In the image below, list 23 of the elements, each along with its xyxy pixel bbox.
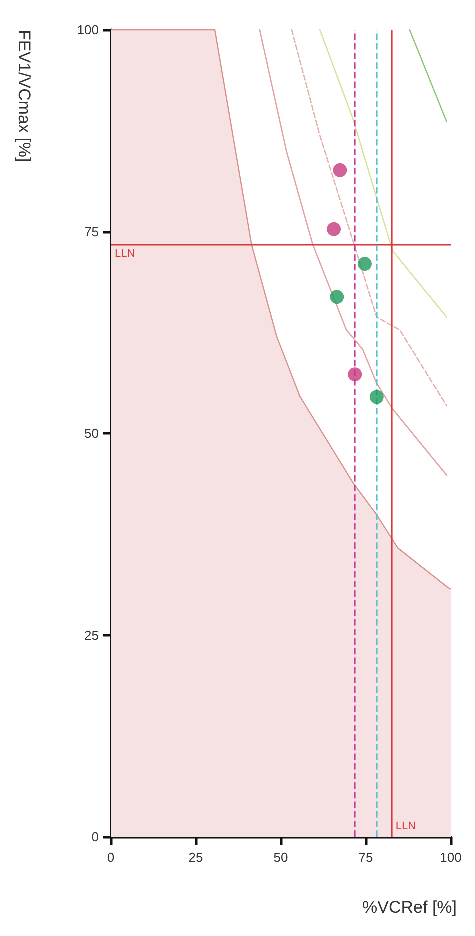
point — [348, 368, 362, 382]
y-tick-label: 100 — [77, 22, 99, 38]
point — [330, 290, 344, 304]
x-tick-label: 0 — [107, 850, 115, 865]
ref-line-label: LLN — [396, 820, 416, 832]
point — [358, 257, 372, 272]
ref-line-label: LLN — [115, 248, 136, 260]
y-tick-label: 75 — [84, 224, 99, 240]
x-tick-label: 75 — [358, 850, 374, 865]
y-tick-label: 25 — [84, 628, 99, 643]
x-tick-label: 50 — [274, 850, 288, 865]
point — [370, 390, 384, 404]
point — [333, 163, 348, 178]
x-tick-label: 25 — [188, 850, 204, 865]
y-axis-title: FEV1/VCmax [%] — [15, 30, 34, 162]
x-axis-title: %VCRef [%] — [362, 898, 458, 917]
point — [327, 222, 342, 236]
x-tick-label: 100 — [440, 850, 462, 865]
y-tick-label: 50 — [84, 426, 99, 441]
line-series — [319, 29, 448, 318]
line-series — [291, 29, 448, 407]
y-tick-label: 0 — [92, 830, 99, 844]
line-series — [259, 29, 448, 476]
